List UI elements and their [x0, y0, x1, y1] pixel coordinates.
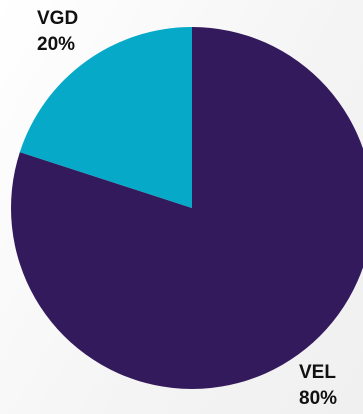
slice-vel — [11, 27, 363, 389]
slice-vgd — [19, 27, 193, 208]
label-vgd-name: VGD — [37, 8, 78, 29]
pie-labels: VGD 20% VEL 80% — [37, 8, 337, 409]
label-vel-value: 80% — [299, 388, 337, 409]
label-vel-name: VEL — [299, 362, 336, 383]
label-vgd-value: 20% — [37, 34, 75, 55]
pie-slices — [11, 27, 363, 389]
